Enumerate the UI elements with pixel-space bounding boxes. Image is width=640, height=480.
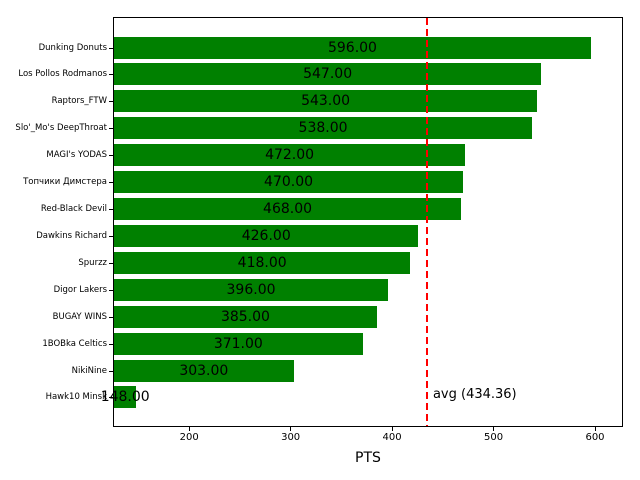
bar-value-label: 148.00 (100, 389, 150, 406)
bar (114, 63, 542, 86)
plot-area: avg (434.36) 596.00 547.00 543.00 538.00 472… (101, 17, 623, 427)
bar-value-label: 547.00 (303, 66, 353, 83)
y-tick-label: Red-Black Devil (40, 204, 107, 215)
y-tick-mark (109, 397, 113, 398)
y-tick-label: Digor Lakers (53, 284, 107, 295)
y-tick-label: Los Pollos Rodmanos (18, 69, 107, 80)
y-tick-mark (109, 128, 113, 129)
bar (114, 144, 466, 167)
bar (114, 90, 538, 113)
x-tick-mark (290, 427, 292, 431)
x-tick-mark (594, 427, 596, 431)
y-tick-label: Dawkins Richard (36, 230, 107, 241)
y-tick-label: Raptors_FTW (51, 96, 107, 107)
y-tick-mark (109, 182, 113, 183)
y-tick-label: BUGAY WINS (52, 311, 107, 322)
bar (114, 171, 464, 194)
bar-value-label: 418.00 (237, 254, 287, 271)
x-tick-mark (493, 427, 495, 431)
bar-value-label: 468.00 (263, 201, 313, 218)
y-tick-label: Slo'_Mo's DeepThroat (15, 123, 107, 134)
bar-value-label: 303.00 (179, 362, 229, 379)
x-axis-label: PTS (355, 450, 381, 466)
bar-value-label: 371.00 (213, 335, 263, 352)
y-tick-mark (109, 290, 113, 291)
avg-line-label: avg (434.36) (432, 387, 517, 402)
bar-value-label: 470.00 (264, 174, 314, 191)
y-tick-mark (109, 74, 113, 75)
y-tick-mark (109, 101, 113, 102)
bar-value-label: 396.00 (226, 281, 276, 298)
bar (114, 359, 294, 382)
y-tick-mark (109, 371, 113, 372)
x-tick-label: 300 (281, 432, 301, 443)
bar (114, 305, 377, 328)
x-tick-label: 500 (484, 432, 504, 443)
x-tick-label: 200 (179, 432, 199, 443)
y-tick-mark (109, 344, 113, 345)
y-tick-mark (109, 236, 113, 237)
bar-value-label: 385.00 (220, 308, 270, 325)
x-tick-label: 400 (382, 432, 402, 443)
bar-value-label: 543.00 (301, 93, 351, 110)
y-tick-mark (109, 263, 113, 264)
y-tick-label: MAGI's YODAS (46, 150, 107, 161)
y-tick-label: Dunking Donuts (38, 42, 107, 53)
x-tick-mark (188, 427, 190, 431)
bar (114, 332, 363, 355)
bar-value-label: 538.00 (298, 120, 348, 137)
bar-value-label: 472.00 (265, 147, 315, 164)
bar-value-label: 426.00 (241, 227, 291, 244)
y-tick-label: Spurzz (78, 257, 107, 268)
y-tick-mark (109, 48, 113, 49)
bar (114, 36, 591, 59)
bar (114, 198, 462, 221)
y-tick-mark (109, 317, 113, 318)
y-tick-label: Топчики Димстера (23, 177, 107, 188)
y-tick-label: Hawk10 Minsk (45, 392, 107, 403)
bar (114, 278, 389, 301)
bar (114, 386, 137, 409)
bar (114, 224, 419, 247)
bar-value-label: 596.00 (327, 39, 377, 56)
y-tick-label: 1BOBka Celtics (42, 338, 107, 349)
y-tick-mark (109, 155, 113, 156)
x-tick-label: 600 (585, 432, 605, 443)
bar (114, 251, 411, 274)
x-tick-mark (391, 427, 393, 431)
avg-line (425, 18, 428, 426)
y-tick-mark (109, 209, 113, 210)
y-tick-label: NikiNine (71, 365, 107, 376)
